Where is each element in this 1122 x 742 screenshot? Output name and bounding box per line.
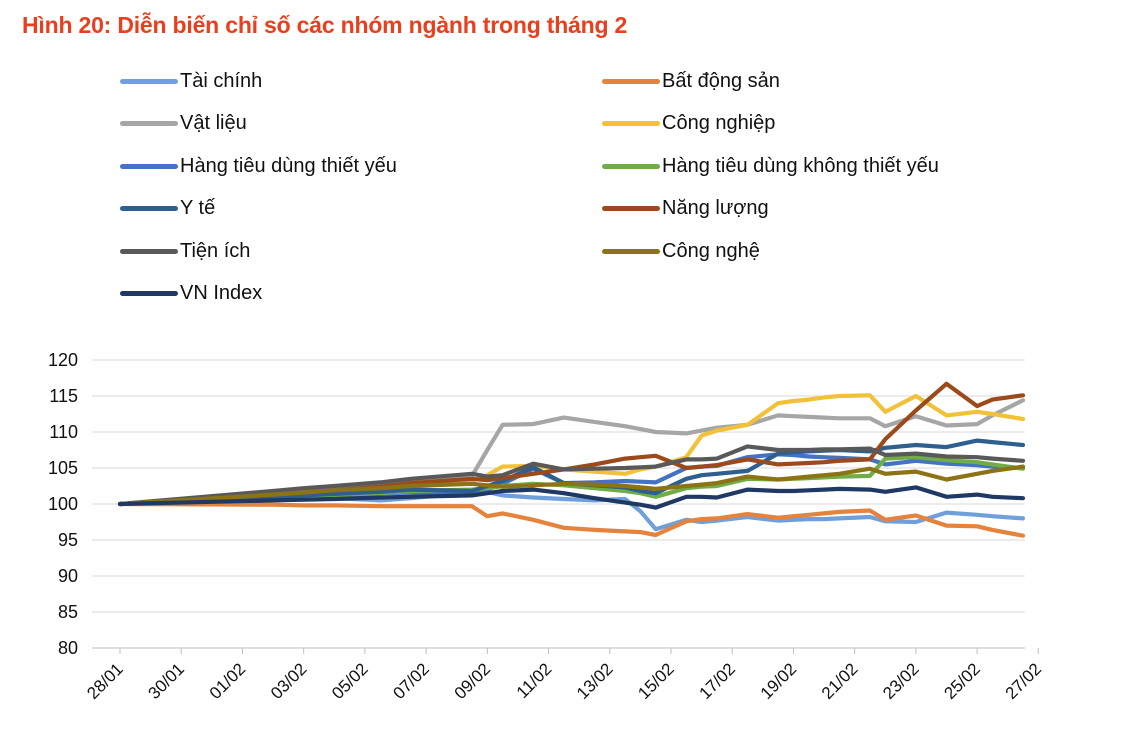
x-tick-label: 15/02 (634, 659, 678, 703)
legend-item-bat-dong-san: Bất động sản (602, 66, 780, 96)
x-tick-label: 28/01 (83, 659, 127, 703)
series-line-cong-nghe (117, 464, 1026, 507)
y-tick-label: 120 (48, 350, 78, 370)
legend-swatch (602, 248, 660, 254)
legend-label: Y tế (180, 197, 216, 219)
y-tick-label: 80 (58, 638, 78, 658)
legend-swatch (120, 121, 178, 126)
legend-label: Bất động sản (662, 69, 780, 92)
legend-swatch (120, 163, 178, 169)
x-tick-label: 21/02 (818, 659, 862, 703)
series-line-nang-luong (117, 381, 1026, 507)
legend-item-y-te: Y tế (120, 194, 215, 224)
legend-label: Tiện ích (180, 239, 251, 262)
y-tick-label: 110 (49, 422, 78, 442)
y-tick-label: 115 (49, 386, 78, 406)
legend-swatch (602, 206, 660, 211)
series-line-tien-ich (117, 444, 1026, 507)
x-tick-label: 01/02 (206, 659, 250, 703)
legend-swatch (120, 248, 178, 254)
legend-label: Công nghiệp (662, 112, 776, 134)
legend-swatch (120, 78, 178, 84)
x-tick-label: 23/02 (879, 659, 923, 703)
y-tick-label: 105 (48, 458, 78, 478)
x-tick-label: 09/02 (451, 659, 495, 703)
legend-item-vat-lieu: Vật liệu (120, 109, 247, 139)
legend-swatch (120, 206, 178, 211)
legend-label: Vật liệu (180, 112, 247, 134)
legend-swatch (120, 291, 178, 296)
series-line-y-te (117, 438, 1026, 507)
y-tick-label: 90 (58, 566, 78, 586)
chart-title: Hình 20: Diễn biến chỉ số các nhóm ngành… (22, 12, 628, 38)
legend-swatch (602, 163, 660, 169)
y-tick-label: 95 (58, 530, 78, 550)
legend-swatch (602, 121, 660, 126)
legend-item-cong-nghe: Công nghệ (602, 236, 760, 266)
legend-label: VN Index (180, 282, 263, 304)
legend-label: Hàng tiêu dùng thiết yếu (180, 154, 397, 177)
legend-item-tien-ich: Tiện ích (120, 236, 250, 266)
series-line-vat-lieu (117, 398, 1026, 507)
legend-item-hang-tieu-dung-khong-thiet-yeu: Hàng tiêu dùng không thiết yếu (602, 151, 939, 181)
x-tick-label: 07/02 (389, 659, 433, 703)
legend-label: Hàng tiêu dùng không thiết yếu (662, 154, 939, 177)
legend-item-vn-index: VN Index (120, 279, 262, 309)
chart-legend: Tài chính Bất động sản Vật liệu Công nghiệp… (120, 66, 1020, 316)
y-tick-label: 85 (58, 602, 78, 622)
legend-swatch (602, 78, 660, 84)
x-tick-label: 11/02 (513, 659, 556, 702)
x-tick-label: 13/02 (573, 659, 617, 703)
x-tick-label: 25/02 (940, 659, 984, 703)
x-tick-label: 05/02 (328, 659, 372, 703)
legend-item-nang-luong: Năng lượng (602, 194, 769, 224)
x-tick-label: 17/02 (696, 659, 740, 703)
x-tick-label: 30/01 (145, 659, 189, 703)
x-tick-label: 27/02 (1002, 659, 1046, 703)
x-tick-label: 19/02 (757, 659, 801, 703)
series-line-bat-dong-san (117, 501, 1026, 538)
legend-item-cong-nghiep: Công nghiệp (602, 109, 775, 139)
legend-label: Năng lượng (662, 197, 769, 219)
legend-item-tai-chinh: Tài chính (120, 66, 262, 96)
series-line-vn-index (117, 485, 1026, 510)
y-tick-label: 100 (48, 494, 78, 514)
x-tick-label: 03/02 (267, 659, 311, 703)
legend-label: Tài chính (180, 69, 263, 92)
legend-label: Công nghệ (662, 239, 760, 262)
legend-item-hang-tieu-dung-thiet-yeu: Hàng tiêu dùng thiết yếu (120, 151, 397, 181)
